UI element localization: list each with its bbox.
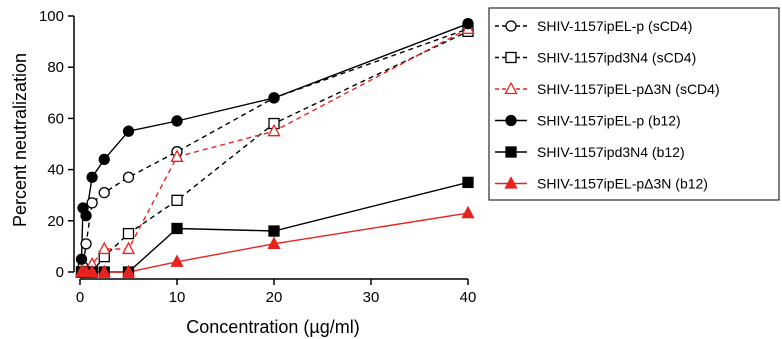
data-point-series-4 <box>122 125 135 137</box>
legend-label: SHIV-1157ipEL-pΔ3N (sCD4) <box>537 81 720 97</box>
legend-marker <box>504 81 518 95</box>
legend-marker <box>505 146 517 158</box>
x-tick-label: 30 <box>363 289 380 306</box>
legend-box <box>488 7 780 201</box>
legend: SHIV-1157ipEL-p (sCD4) SHIV-1157ipd3N4 (s… <box>488 7 780 201</box>
legend-label: SHIV-1157ipd3N4 (sCD4) <box>537 50 696 66</box>
data-point-series-1 <box>80 238 92 250</box>
x-tick-label: 40 <box>460 289 477 306</box>
x-tick-label: 20 <box>266 289 283 306</box>
data-point-series-3 <box>97 241 111 255</box>
data-point-series-1 <box>86 197 98 209</box>
data-point-series-2 <box>122 227 135 240</box>
x-tick-label: 0 <box>76 289 84 306</box>
legend-marker <box>505 114 517 127</box>
x-axis-label: Concentration (µg/ml) <box>186 317 359 337</box>
data-point-series-3 <box>170 149 184 162</box>
legend-label: SHIV-1157ipEL-p (b12) <box>537 113 681 129</box>
data-point-series-4 <box>268 92 280 104</box>
y-axis-label: Percent neutralization <box>10 53 30 227</box>
y-tick-label: 20 <box>47 213 64 230</box>
data-point-series-5 <box>462 176 474 189</box>
x-axis-ticks: 0 10 20 30 40 <box>76 279 477 306</box>
data-point-series-5 <box>268 225 280 237</box>
data-point-series-2 <box>171 194 183 206</box>
legend-items: SHIV-1157ipEL-p (sCD4) SHIV-1157ipd3N4 (s… <box>495 18 720 192</box>
data-point-series-4 <box>75 253 88 265</box>
legend-label: SHIV-1157ipd3N4 (b12) <box>537 144 685 160</box>
y-tick-label: 80 <box>47 59 64 76</box>
legend-label: SHIV-1157ipEL-pΔ3N (b12) <box>537 176 708 192</box>
data-point-series-6 <box>121 264 136 278</box>
data-point-series-4 <box>98 153 110 166</box>
legend-marker <box>505 51 517 64</box>
legend-label: SHIV-1157ipEL-p (sCD4) <box>537 18 692 34</box>
legend-marker <box>505 20 517 32</box>
data-point-series-3 <box>267 123 281 137</box>
data-point-series-4 <box>171 115 183 127</box>
legend-marker <box>504 176 518 189</box>
data-point-series-5 <box>171 222 183 235</box>
data-point-series-1 <box>122 171 135 183</box>
data-point-series-6 <box>461 205 475 219</box>
series-markers <box>74 18 475 278</box>
data-point-series-1 <box>98 186 110 199</box>
y-tick-label: 0 <box>56 264 64 281</box>
data-point-series-3 <box>121 241 136 255</box>
y-axis-ticks: 0 20 40 60 80 100 <box>39 8 74 281</box>
data-point-series-6 <box>170 254 184 267</box>
data-point-series-4 <box>462 18 474 30</box>
data-point-series-6 <box>85 264 99 278</box>
data-point-series-4 <box>80 210 92 222</box>
y-tick-label: 40 <box>47 162 64 179</box>
data-point-series-4 <box>86 171 98 183</box>
chart-axes: 0 20 40 60 80 100 0 10 20 30 40 <box>39 8 476 306</box>
x-tick-label: 10 <box>169 289 186 306</box>
data-point-series-6 <box>97 264 111 278</box>
y-tick-label: 100 <box>39 8 64 25</box>
y-tick-label: 60 <box>47 110 64 127</box>
data-point-series-6 <box>267 236 281 249</box>
